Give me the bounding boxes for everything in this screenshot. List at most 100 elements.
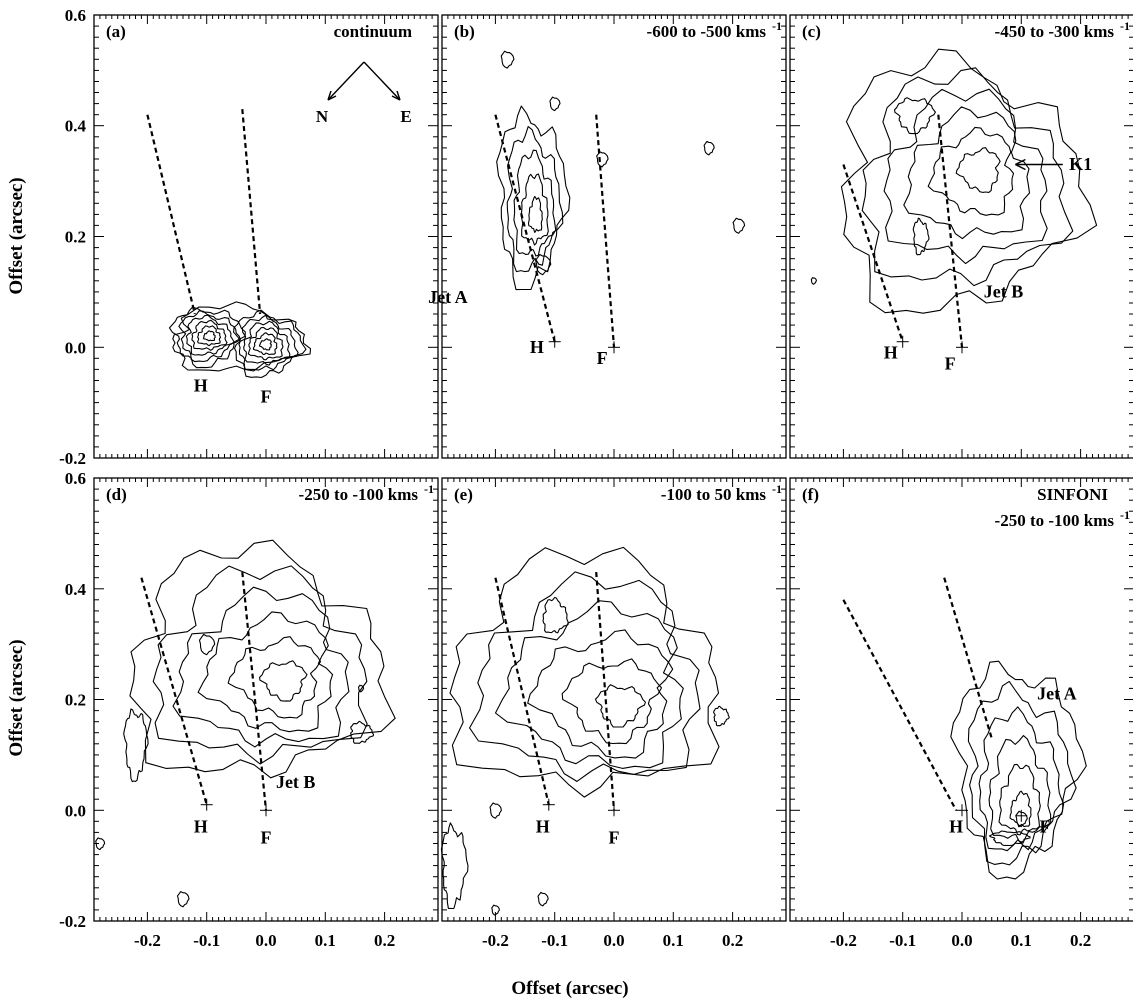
panel-title-superscript: -1	[424, 482, 434, 496]
contour-level	[998, 763, 1041, 836]
contour-level	[703, 140, 715, 156]
jet-axis-line	[595, 114, 616, 348]
x-tick-label: -0.2	[482, 931, 509, 950]
contour-level	[197, 611, 334, 733]
x-tick-label: 0.0	[951, 931, 972, 950]
panel-frame	[789, 477, 1133, 922]
contour-level	[494, 600, 684, 769]
panel-title-superscript: -1	[1120, 19, 1130, 33]
panel-f: -0.2 -0.1 0.0 0.1 0.2 (f) SINFONI -250 to -100 …	[789, 477, 1133, 950]
tick-marks	[790, 15, 1133, 458]
compass-north-label: N	[316, 107, 329, 126]
contour-level	[561, 658, 663, 745]
y-tick-label: 0.4	[65, 117, 87, 136]
contour-level	[903, 106, 1031, 240]
panel-frame	[441, 477, 787, 922]
contour-level	[357, 684, 365, 693]
tick-marks	[442, 15, 786, 458]
y-tick-label: 0.6	[65, 469, 86, 488]
annotation-label: H	[530, 337, 544, 357]
contour-level	[238, 314, 299, 371]
contour-level	[172, 586, 350, 748]
x-tick-label: 0.1	[1011, 931, 1032, 950]
contour-level	[596, 151, 609, 168]
panel-tag: (e)	[454, 485, 473, 504]
contour-level	[861, 67, 1074, 287]
annotation-label: H	[194, 816, 208, 836]
jet-axis-line	[494, 114, 556, 342]
panel-tag: (c)	[802, 22, 821, 41]
y-tick-label: 0.0	[65, 801, 86, 820]
jet-axis-line	[146, 114, 196, 315]
annotation-label: H	[949, 816, 963, 836]
jet-axis-line	[140, 577, 208, 806]
contour-level	[440, 822, 469, 910]
annotation-label: K1	[1069, 154, 1092, 174]
compass-arrowheads	[327, 90, 401, 101]
contour-level	[123, 708, 149, 783]
contour-level	[247, 326, 284, 361]
annotation-label: Jet A	[428, 287, 468, 307]
x-tick-label: -0.1	[193, 931, 220, 950]
y-tick-label: 0.2	[65, 228, 86, 247]
contour-lines	[950, 660, 1087, 880]
contour-level	[258, 338, 272, 351]
contour-level	[537, 891, 549, 907]
panel-title-superscript: -1	[772, 482, 782, 496]
contour-level	[168, 306, 246, 369]
y-tick-label: -0.2	[59, 449, 86, 468]
contour-level	[967, 680, 1077, 866]
annotation-label: F	[597, 348, 608, 368]
panel-title: -100 to 50 kms	[661, 485, 767, 504]
panel-title: -250 to -100 kms	[995, 511, 1115, 530]
panel-title-superscript: -1	[772, 19, 782, 33]
contour-level	[950, 660, 1087, 880]
panel-title: continuum	[334, 22, 412, 41]
contour-level	[259, 660, 308, 702]
panel-tag: (a)	[106, 22, 126, 41]
contour-level	[469, 571, 701, 782]
contour-level	[197, 325, 222, 347]
contour-level	[912, 217, 930, 256]
contour-lines	[496, 50, 746, 291]
contour-level	[252, 332, 278, 356]
contour-level	[176, 891, 190, 908]
y-tick-label: 0.2	[65, 691, 86, 710]
annotation-label: Jet B	[276, 772, 316, 792]
x-tick-label: 0.0	[255, 931, 276, 950]
y-axis-label-top: Offset (arcsec)	[6, 177, 27, 294]
annotation-label: F	[261, 387, 272, 407]
contour-level	[527, 629, 674, 759]
jet-axis-line	[494, 577, 550, 805]
contour-level	[713, 705, 730, 727]
contour-lines	[95, 539, 396, 908]
contour-lines	[810, 48, 1098, 314]
x-tick-label: 0.2	[374, 931, 395, 950]
compass-east-label: E	[400, 107, 411, 126]
contour-lines	[168, 301, 312, 379]
contour-level	[172, 301, 312, 372]
x-tick-label: 0.2	[1070, 931, 1091, 950]
x-tick-label: 0.2	[722, 931, 743, 950]
contour-level	[955, 147, 1001, 193]
contour-level	[496, 105, 571, 291]
contour-level	[520, 173, 549, 246]
contour-level	[185, 314, 235, 356]
y-tick-label: 0.4	[65, 580, 87, 599]
contour-level	[506, 125, 564, 273]
panel-title: -600 to -500 kms	[647, 22, 767, 41]
compass-arrows	[327, 61, 401, 101]
panel-title: SINFONI	[1037, 485, 1108, 504]
tick-marks	[94, 15, 438, 458]
annotation-label: F	[261, 828, 272, 848]
tick-marks	[94, 478, 438, 921]
panel-frame	[789, 14, 1133, 459]
x-tick-label: 0.0	[603, 931, 624, 950]
contour-level	[129, 539, 396, 779]
contour-level	[527, 195, 543, 233]
x-tick-label: 0.1	[315, 931, 336, 950]
contour-level	[500, 50, 515, 69]
jet-axis-line	[937, 114, 964, 348]
